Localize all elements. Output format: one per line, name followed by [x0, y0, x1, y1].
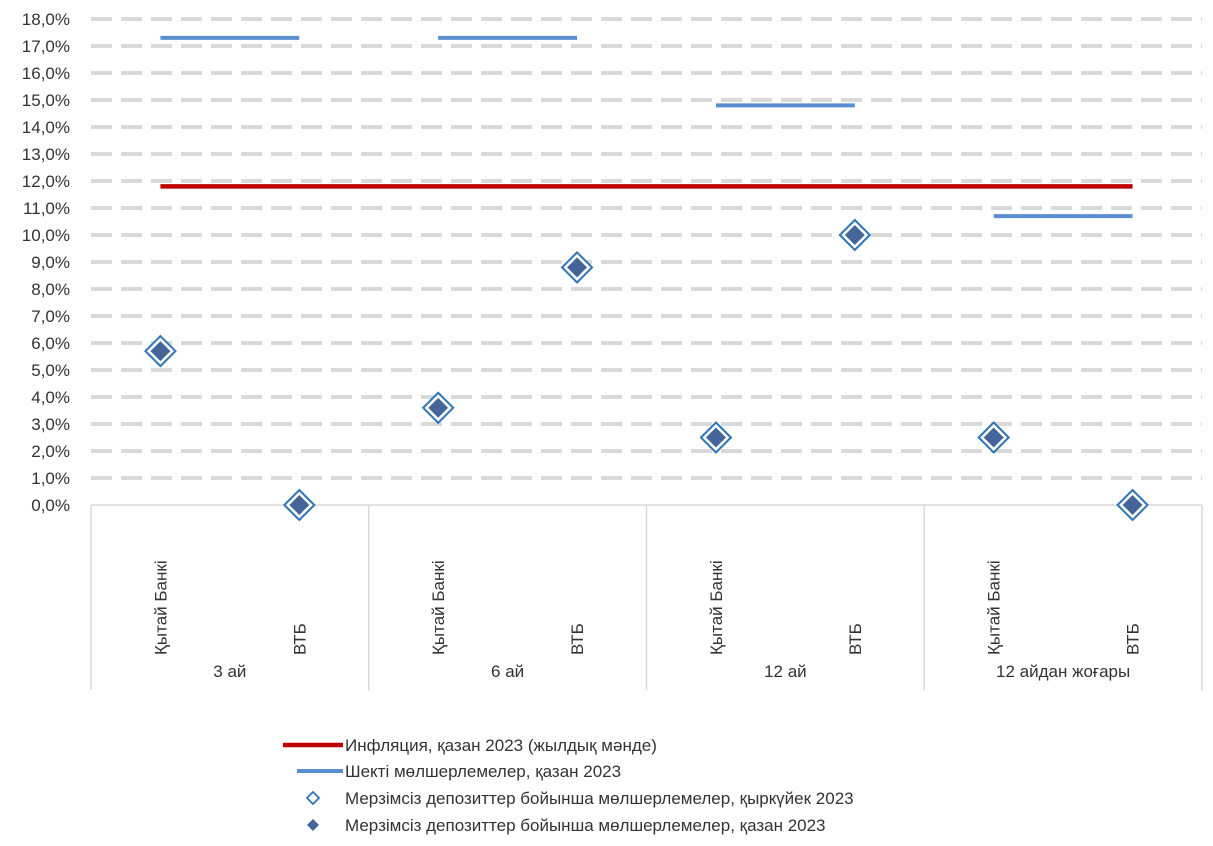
legend: Инфляция, қазан 2023 (жылдық мәнде) Шекті…	[283, 736, 854, 835]
group-label: 12 айдан жоғары	[996, 662, 1130, 681]
group-label: 3 ай	[213, 662, 246, 681]
legend-entry: Инфляция, қазан 2023 (жылдық мәнде)	[345, 736, 657, 755]
y-tick-label: 12,0%	[22, 172, 70, 191]
group-label: 6 ай	[491, 662, 524, 681]
oct-marker	[148, 339, 173, 364]
y-tick-label: 3,0%	[31, 415, 70, 434]
y-axis: 0,0% 1,0% 2,0% 3,0% 4,0% 5,0% 6,0% 7,0% 8,0% 9,0%…	[22, 10, 70, 515]
oct-marker	[842, 222, 867, 248]
oct-marker	[981, 425, 1006, 450]
oct-marker	[426, 395, 451, 420]
x-tick-label: ВТБ	[290, 623, 309, 655]
oct-marker	[287, 492, 312, 518]
legend-entry: Мерзімсіз депозиттер бойынша мөлшерлемел…	[345, 789, 854, 808]
y-tick-label: 15,0%	[22, 91, 70, 110]
y-tick-label: 5,0%	[31, 361, 70, 380]
y-tick-label: 17,0%	[22, 37, 70, 56]
y-tick-label: 11,0%	[23, 199, 70, 218]
legend-entry: Шекті мөлшерлемелер, қазан 2023	[345, 762, 621, 781]
legend-swatch-sept	[305, 790, 321, 806]
y-tick-label: 10,0%	[22, 226, 70, 245]
y-tick-label: 4,0%	[31, 388, 70, 407]
y-tick-label: 14,0%	[22, 118, 70, 137]
x-axis: Қытай Банкі ВТБ Қытай Банкі ВТБ Қытай Банкі В…	[90, 504, 1203, 690]
x-tick-label: Қытай Банкі	[985, 560, 1004, 655]
x-tick-label: ВТБ	[846, 623, 865, 655]
legend-swatch-oct	[307, 819, 319, 831]
oct-marker	[1120, 492, 1145, 518]
series	[144, 35, 1149, 522]
y-tick-label: 8,0%	[31, 280, 70, 299]
x-tick-label: ВТБ	[1124, 623, 1143, 655]
x-tick-label: ВТБ	[568, 623, 587, 655]
y-tick-label: 18,0%	[22, 10, 70, 29]
x-tick-label: Қытай Банкі	[429, 560, 448, 655]
y-tick-label: 1,0%	[31, 469, 70, 488]
y-tick-label: 16,0%	[22, 64, 70, 83]
x-tick-label: Қытай Банкі	[151, 560, 170, 655]
legend-entry: Мерзімсіз депозиттер бойынша мөлшерлемел…	[345, 816, 826, 835]
y-tick-label: 0,0%	[31, 496, 70, 515]
y-tick-label: 13,0%	[22, 145, 70, 164]
y-tick-label: 6,0%	[31, 334, 70, 353]
oct-marker	[703, 425, 728, 450]
y-tick-label: 9,0%	[31, 253, 70, 272]
group-label: 12 ай	[764, 662, 807, 681]
oct-marker	[565, 255, 590, 280]
y-tick-label: 2,0%	[31, 442, 70, 461]
y-tick-label: 7,0%	[31, 307, 70, 326]
gridlines	[91, 17, 1202, 480]
x-tick-label: Қытай Банкі	[707, 560, 726, 655]
